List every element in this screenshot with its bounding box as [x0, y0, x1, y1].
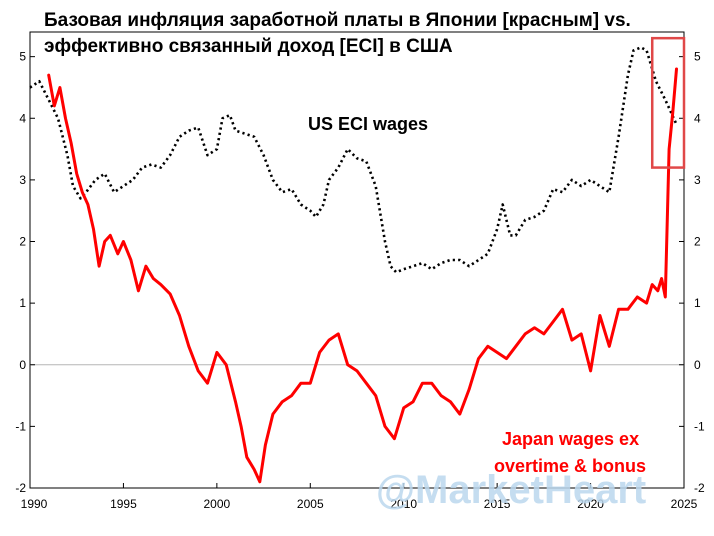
y-axis-right: -2 -1 0 1 2 3 4 5 — [679, 50, 705, 495]
plot-frame — [29, 31, 685, 489]
series-layer — [29, 46, 678, 484]
y-tick-right-label: 2 — [694, 235, 701, 249]
plot-border — [29, 31, 685, 489]
japan-label-line-2: overtime & bonus — [494, 456, 646, 476]
x-tick-label: 1990 — [21, 497, 48, 511]
y-tick-left-label: 1 — [19, 296, 26, 310]
x-tick-label: 1995 — [110, 497, 137, 511]
y-tick-left-label: 0 — [19, 358, 26, 372]
y-tick-right-label: 3 — [694, 173, 701, 187]
us-eci-wages-line — [29, 46, 678, 274]
y-tick-left-label: 3 — [19, 173, 26, 187]
x-axis: 1990 1995 2000 2005 2010 2015 2020 2025 — [21, 483, 698, 511]
y-tick-left-label: -2 — [15, 481, 26, 495]
y-tick-right-label: 4 — [694, 111, 701, 125]
y-tick-left-label: 2 — [19, 235, 26, 249]
japan-label-line-1: Japan wages ex — [502, 429, 639, 449]
y-tick-right-label: -2 — [694, 481, 705, 495]
highlight-layer — [650, 36, 686, 169]
x-tick-label: 2005 — [297, 497, 324, 511]
y-axis-left: -2 -1 0 1 2 3 4 5 — [15, 50, 35, 495]
us-eci-label: US ECI wages — [308, 114, 428, 134]
highlight-box — [650, 36, 686, 169]
y-tick-right-label: 5 — [694, 50, 701, 64]
x-tick-label: 2010 — [390, 497, 417, 511]
chart-title-line-1: Базовая инфляция заработной платы в Япон… — [44, 10, 631, 31]
y-tick-right-label: 0 — [694, 358, 701, 372]
y-tick-left-label: 5 — [19, 50, 26, 64]
y-tick-left-label: 4 — [19, 111, 26, 125]
y-tick-left-label: -1 — [15, 419, 26, 433]
chart-title-line-2: эффективно связанный доход [ECI] в США — [44, 36, 453, 57]
x-tick-label: 2020 — [577, 497, 604, 511]
japan-wages-line — [47, 67, 678, 484]
x-tick-label: 2015 — [484, 497, 511, 511]
y-tick-right-label: -1 — [694, 419, 705, 433]
y-tick-right-label: 1 — [694, 296, 701, 310]
watermark: @MarketHeart — [376, 468, 646, 512]
x-tick-label: 2025 — [671, 497, 698, 511]
x-tick-label: 2000 — [204, 497, 231, 511]
